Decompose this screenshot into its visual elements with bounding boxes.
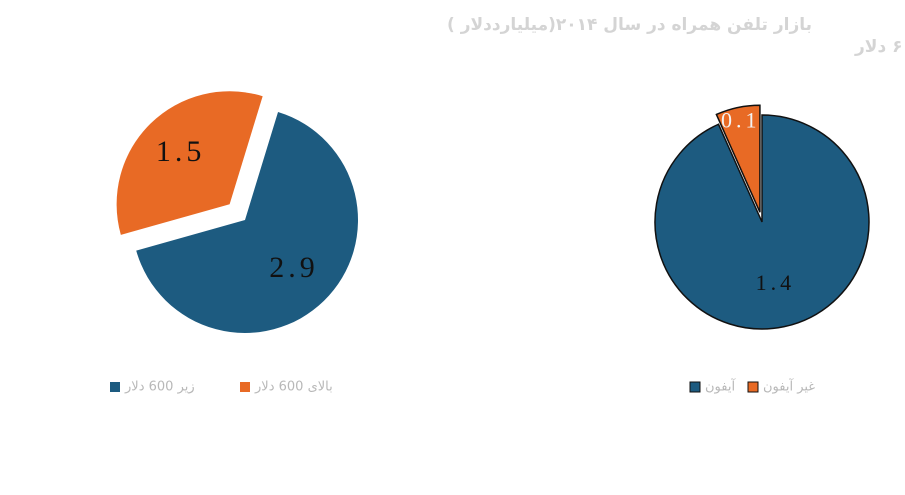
legend-swatch [240, 382, 250, 392]
legend-label: آیفون [705, 378, 736, 395]
legend-label: غیر آیفون [763, 378, 815, 395]
pie-slice [654, 114, 870, 330]
pie-slice [136, 111, 358, 333]
legend-label: زیر 600 دلار [124, 380, 195, 395]
pie-slice [715, 104, 761, 213]
legend-swatch [747, 381, 759, 393]
legend-swatch [689, 381, 701, 393]
pie-slice [116, 91, 263, 235]
data-label: 2.9 [269, 251, 319, 284]
chart-title: بازار بالای ۶۰۰ دلار [854, 37, 905, 57]
legend-swatch [110, 382, 120, 392]
data-label: 1.4 [756, 270, 796, 295]
data-label: 1.5 [156, 135, 206, 168]
chart-title: بازار تلفن همراه در سال ۲۰۱۴(میلیارددلار… [447, 15, 812, 35]
legend-label: بالای 600 دلار [254, 380, 333, 395]
data-label: 0.1 [721, 107, 761, 132]
